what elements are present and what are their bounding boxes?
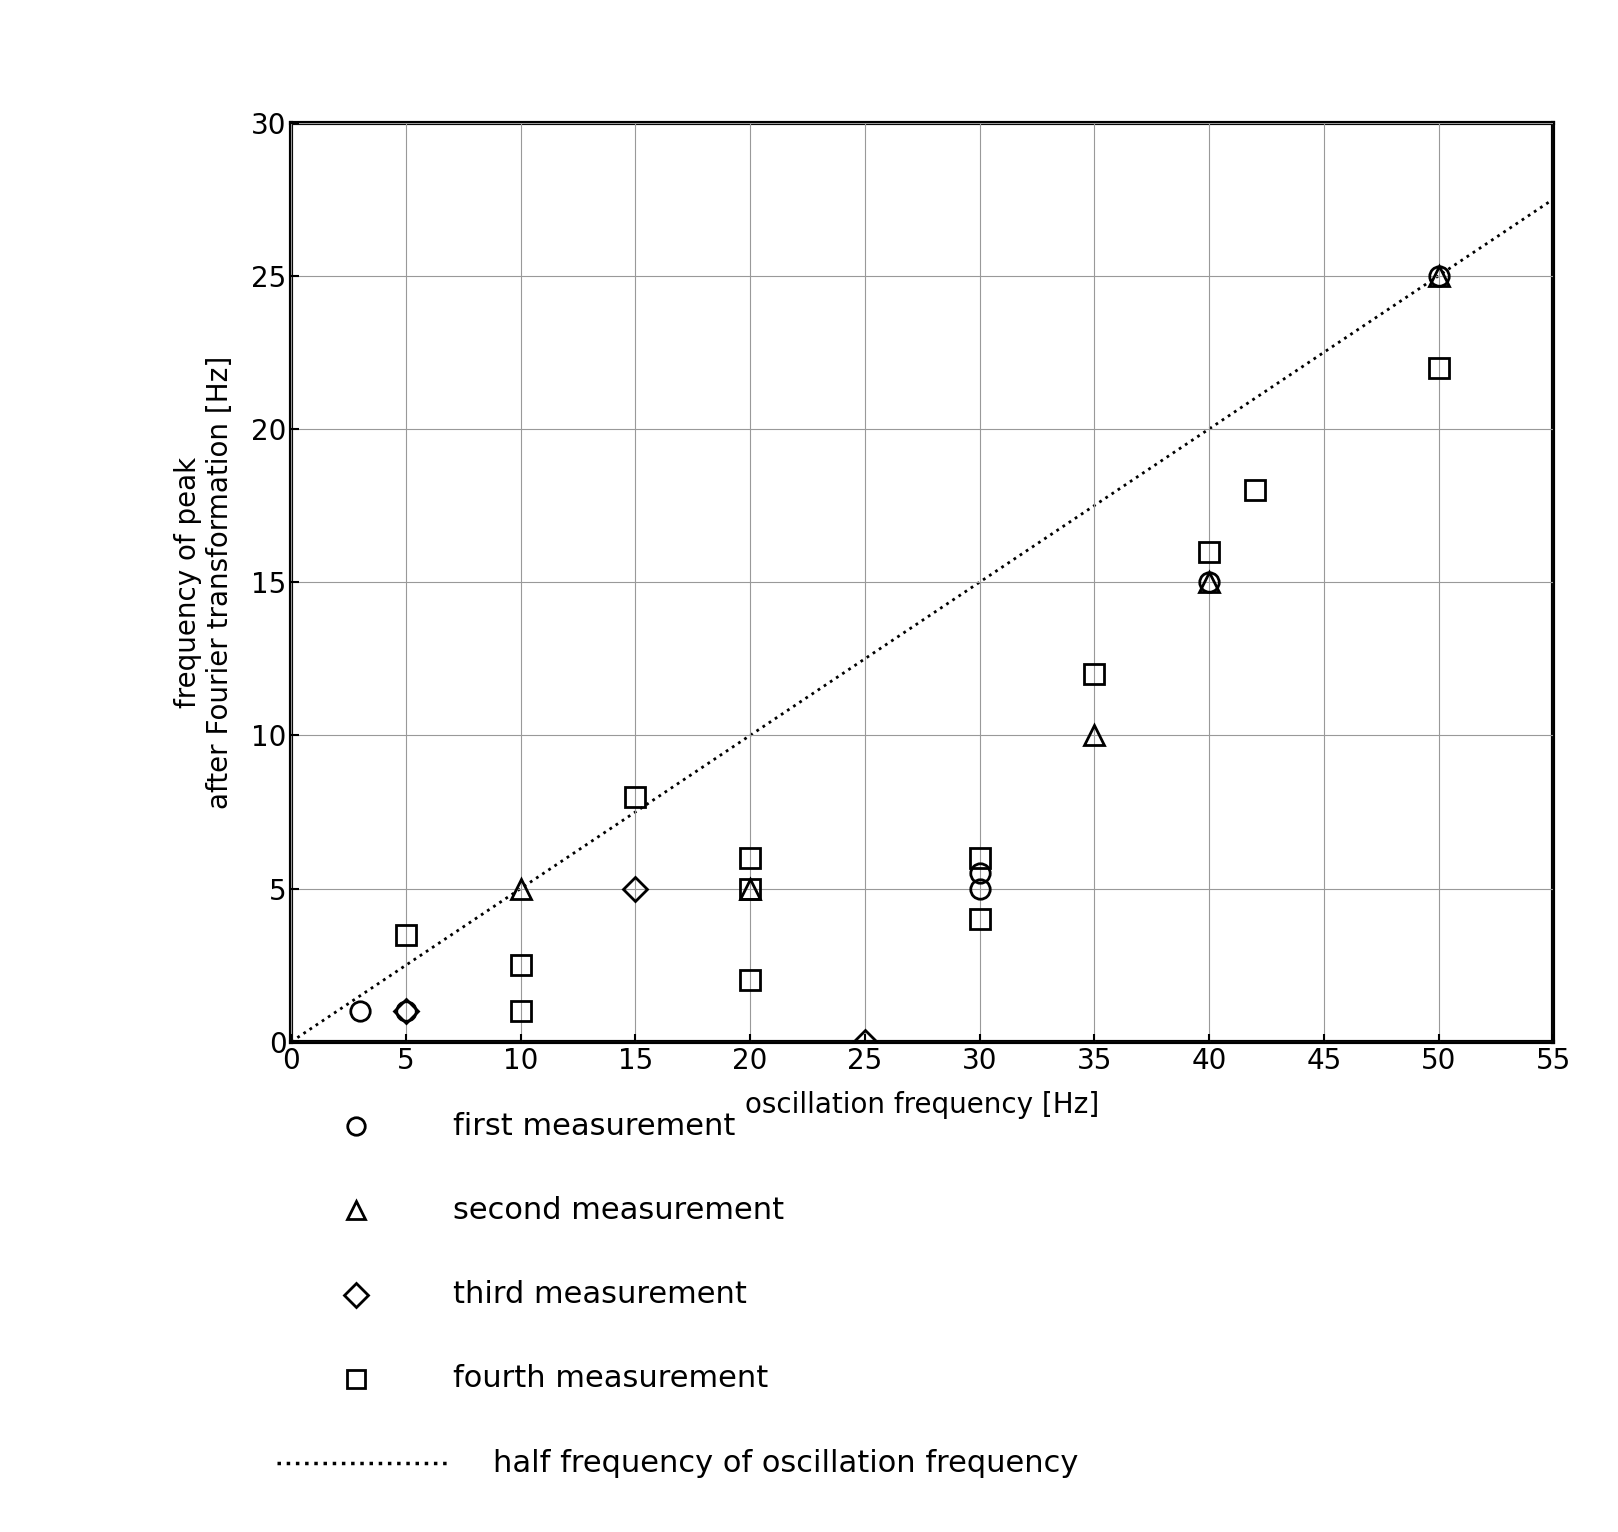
Text: fourth measurement: fourth measurement: [453, 1365, 769, 1393]
X-axis label: oscillation frequency [Hz]: oscillation frequency [Hz]: [746, 1091, 1099, 1120]
Text: third measurement: third measurement: [453, 1281, 748, 1308]
Text: half frequency of oscillation frequency: half frequency of oscillation frequency: [493, 1449, 1079, 1477]
Y-axis label: frequency of peak
after Fourier transformation [Hz]: frequency of peak after Fourier transfor…: [173, 355, 235, 809]
Text: first measurement: first measurement: [453, 1112, 736, 1140]
Text: second measurement: second measurement: [453, 1196, 785, 1224]
